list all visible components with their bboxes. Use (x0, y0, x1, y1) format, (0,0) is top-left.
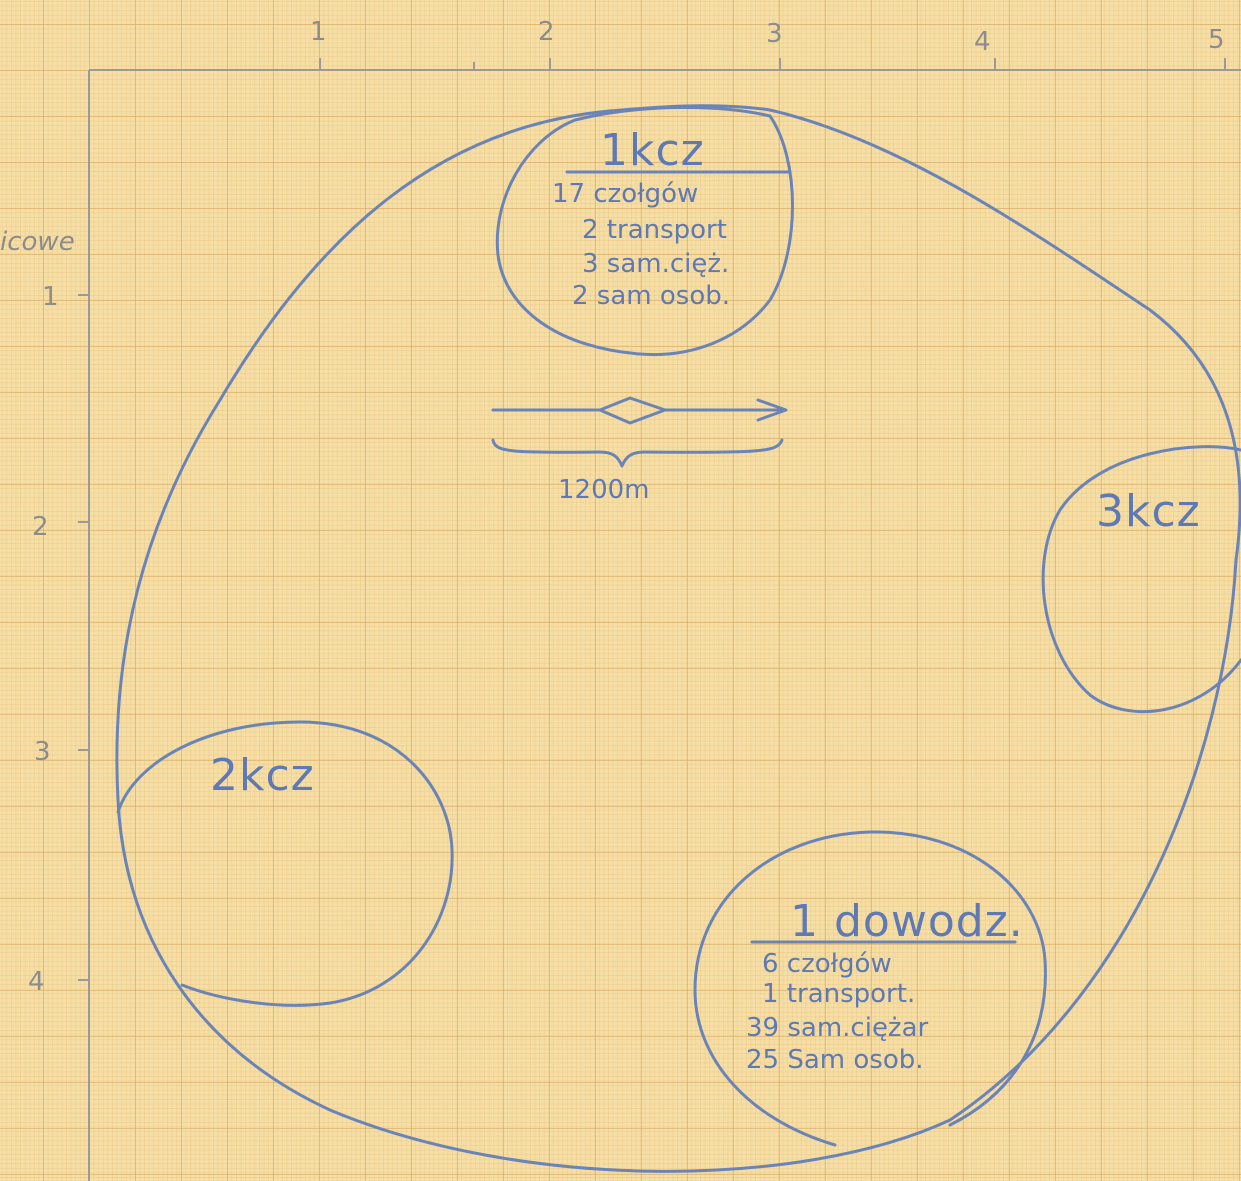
group-1kcz-line-1: 17 czołgów (552, 179, 698, 209)
group-2kcz-title: 2kcz (210, 750, 315, 801)
y-tick-label-4: 4 (28, 967, 45, 997)
distance-label: 1200m (558, 475, 650, 505)
group-dowodz-line-4: 25 Sam osob. (746, 1045, 924, 1075)
left-axis-ticks (78, 294, 89, 981)
group-dowodz-title: 1 dowodz. (790, 896, 1024, 947)
group-dowodz-line-1: 6 czołgów (762, 949, 892, 979)
arrow-diamond (598, 396, 667, 425)
group-1kcz-outline (495, 105, 794, 357)
x-tick-label-5: 5 (1208, 25, 1225, 55)
x-tick-label-2: 2 (538, 17, 555, 47)
group-dowodz-outline (693, 830, 1047, 1147)
group-1kcz-line-4: 2 sam osob. (572, 281, 730, 311)
top-axis-ticks (319, 58, 1226, 70)
arrow-head (756, 398, 788, 422)
y-tick-label-3: 3 (34, 737, 51, 767)
group-dowodz-line-3: 39 sam.ciężar (746, 1013, 929, 1043)
group-1kcz-title: 1kcz (600, 125, 705, 176)
group-1kcz-line-3: 3 sam.cięż. (582, 249, 729, 279)
group-2kcz-outline (116, 720, 454, 1007)
y-axis-label-fragment: icowe (0, 227, 75, 257)
x-tick-label-1: 1 (310, 17, 327, 47)
group-3kcz-outline (1041, 445, 1241, 714)
group-3kcz-title: 3kcz (1096, 486, 1201, 537)
outer-encirclement-outline (115, 104, 1241, 1173)
direction-arrow (491, 396, 788, 425)
x-tick-label-3: 3 (766, 19, 783, 49)
y-tick-label-2: 2 (32, 512, 49, 542)
distance-brace (491, 438, 784, 468)
group-1kcz-line-2: 2 transport (582, 215, 727, 245)
group-dowodz-line-2: 1 transport. (762, 979, 915, 1009)
y-tick-label-1: 1 (42, 282, 59, 312)
x-tick-label-4: 4 (974, 27, 991, 57)
